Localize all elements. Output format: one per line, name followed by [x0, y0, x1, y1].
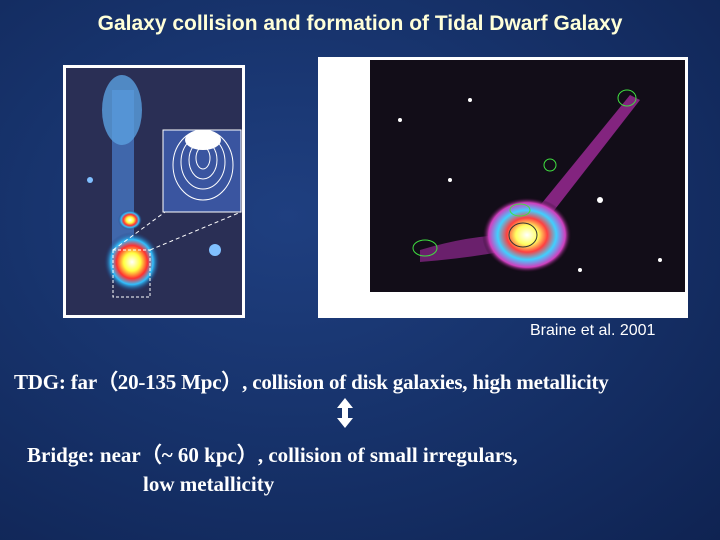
bridge-line: Bridge: near（~ 60 kpc）, collision of sma… [27, 443, 518, 467]
bridge-line: low metallicity [143, 472, 275, 496]
caption: Braine et al. 2001 [530, 322, 656, 339]
title: Galaxy collision and formation of Tidal … [97, 12, 623, 35]
left-image [63, 65, 245, 318]
tdg-line: TDG: far（20-135 Mpc）, collision of disk … [14, 370, 609, 394]
double-arrow [337, 398, 353, 428]
right-image [318, 57, 688, 318]
